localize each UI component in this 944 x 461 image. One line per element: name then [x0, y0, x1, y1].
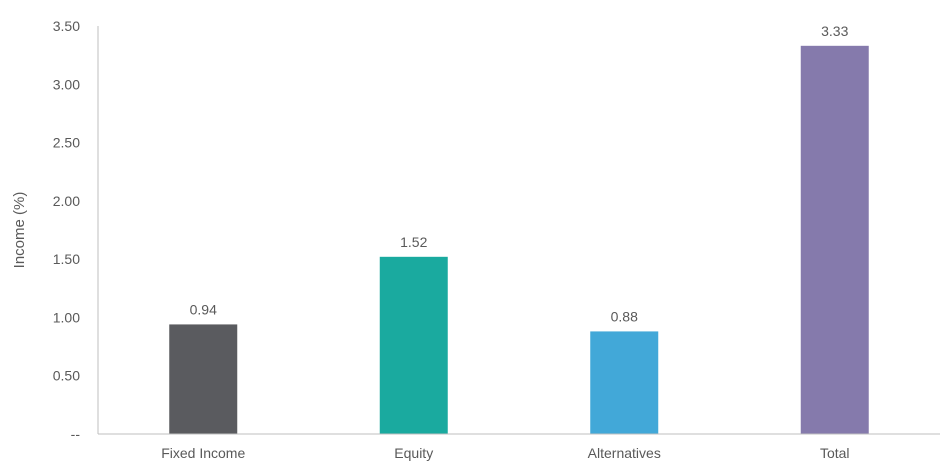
bar — [800, 45, 869, 435]
bar-value-label: 1.52 — [400, 234, 427, 250]
bar — [590, 331, 659, 434]
y-tick-label: 2.00 — [53, 193, 80, 209]
y-tick-label: 1.50 — [53, 251, 80, 267]
y-axis-title: Income (%) — [11, 192, 28, 269]
y-tick-label: 3.50 — [53, 18, 80, 34]
x-category-labels: Fixed Income Equity Alternatives Total — [161, 445, 849, 461]
y-tick-label: 2.50 — [53, 135, 80, 151]
x-category-label: Fixed Income — [161, 445, 245, 461]
x-category-label: Alternatives — [588, 445, 661, 461]
y-tick-label: -- — [71, 426, 81, 442]
bar-value-label: 0.94 — [190, 301, 217, 317]
x-category-label: Total — [820, 445, 850, 461]
y-tick-label: 0.50 — [53, 368, 80, 384]
y-tick-label: 3.00 — [53, 76, 80, 92]
x-category-label: Equity — [394, 445, 433, 461]
bars-group — [169, 45, 869, 435]
y-tick-labels: -- 0.50 1.00 1.50 2.00 2.50 3.00 3.50 — [53, 18, 81, 442]
bar — [379, 256, 448, 434]
bar-value-label: 3.33 — [821, 23, 848, 39]
bar — [169, 324, 238, 434]
bar-value-label: 0.88 — [611, 308, 638, 324]
y-tick-label: 1.00 — [53, 309, 80, 325]
value-labels-group: 0.94 1.52 0.88 3.33 — [190, 23, 849, 325]
